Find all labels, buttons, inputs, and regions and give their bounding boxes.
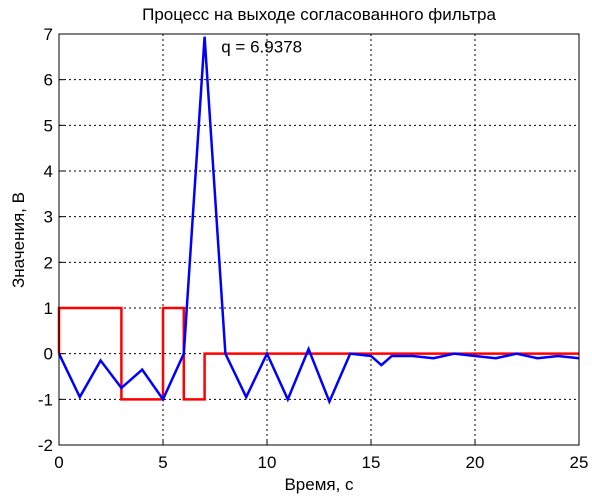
y-tick-label: 7	[44, 25, 53, 44]
y-tick-label: 3	[44, 208, 53, 227]
x-tick-label: 25	[570, 453, 589, 472]
plot-border	[58, 33, 580, 446]
x-tick-label: 10	[258, 453, 277, 472]
x-tick-label: 15	[362, 453, 381, 472]
y-axis-label: Значения, В	[9, 192, 28, 288]
plot-area	[58, 33, 580, 446]
chart-title: Процесс на выходе согласованного фильтра	[142, 5, 496, 24]
data-line	[57, 36, 580, 405]
data-line	[57, 306, 579, 401]
y-tick-label: 5	[44, 116, 53, 135]
y-tick-label: -1	[38, 390, 53, 409]
annotation: q = 6.9378	[221, 37, 302, 56]
y-tick-label: 0	[44, 345, 53, 364]
y-tick-label: -2	[38, 436, 53, 455]
x-tick-label: 20	[466, 453, 485, 472]
y-tick-label: 1	[44, 299, 53, 318]
y-tick-label: 2	[44, 253, 53, 272]
x-axis-label: Время, с	[284, 475, 354, 494]
y-tick-label: 4	[44, 162, 53, 181]
x-tick-label: 5	[158, 453, 167, 472]
x-tick-label: 0	[54, 453, 63, 472]
y-tick-label: 6	[44, 71, 53, 90]
